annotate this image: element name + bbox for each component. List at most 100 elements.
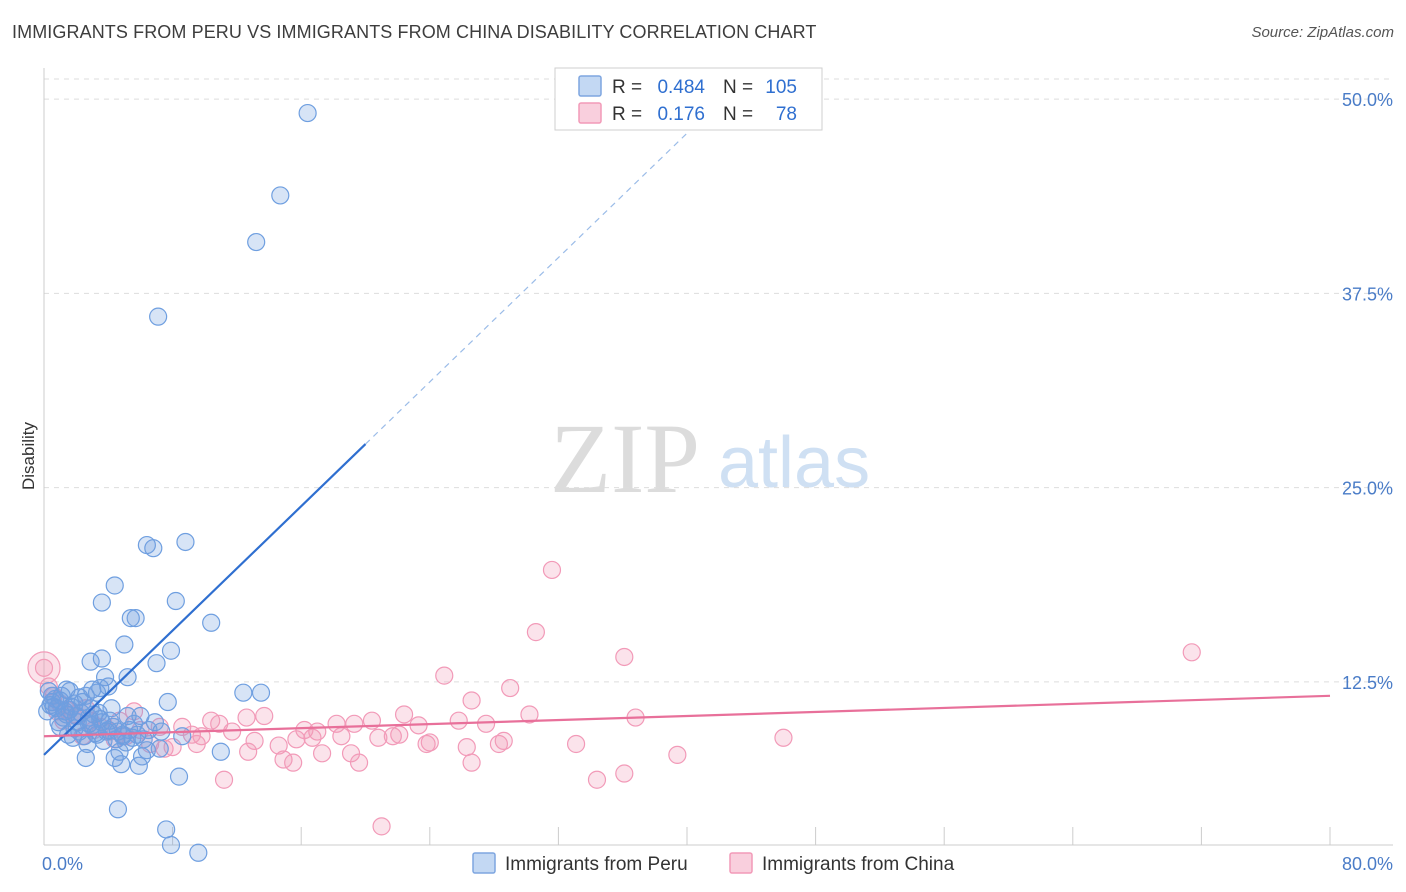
peru-point xyxy=(298,103,317,123)
x-tick-label-max: 80.0% xyxy=(1342,854,1393,874)
peru-point xyxy=(150,739,169,758)
peru-point xyxy=(87,683,107,702)
china-point xyxy=(542,560,562,580)
china-point xyxy=(526,623,545,642)
china-point xyxy=(390,725,409,744)
legend-peru-n-value: 105 xyxy=(765,77,797,98)
source-label: Source: ZipAtlas.com xyxy=(1251,24,1394,41)
china-point xyxy=(345,714,364,733)
china-point xyxy=(239,742,258,761)
china-point xyxy=(383,727,402,746)
china-point xyxy=(372,817,391,836)
watermark-atlas: atlas xyxy=(718,423,870,503)
bottom-legend-swatch-china xyxy=(729,852,753,874)
y-tick-label: 12.5% xyxy=(1342,673,1393,693)
peru-point xyxy=(60,682,79,701)
legend-swatch-china xyxy=(578,102,602,124)
china-point xyxy=(774,728,793,747)
china-point xyxy=(394,705,414,724)
peru-point xyxy=(115,635,134,654)
peru-point xyxy=(271,186,290,205)
series-legend: Immigrants from Peru Immigrants from Chi… xyxy=(472,852,955,875)
china-point xyxy=(494,731,513,750)
legend-peru-r-label: R = xyxy=(612,77,642,98)
peru-point xyxy=(121,609,140,628)
legend-peru-n-label: N = xyxy=(723,77,753,98)
peru-point xyxy=(118,668,137,687)
peru-point xyxy=(247,232,266,252)
peru-point xyxy=(149,307,168,326)
legend-china-n-value: 78 xyxy=(776,104,797,125)
peru-point xyxy=(112,755,131,774)
peru-point xyxy=(211,742,230,761)
china-point xyxy=(34,658,54,677)
peru-points xyxy=(38,103,317,862)
china-point xyxy=(237,708,256,727)
china-point xyxy=(449,711,468,730)
y-tick-label: 50.0% xyxy=(1342,90,1393,110)
y-tick-label: 37.5% xyxy=(1342,284,1393,304)
legend-peru-r-value: 0.484 xyxy=(657,77,705,98)
china-point xyxy=(435,666,454,685)
watermark: ZIP atlas xyxy=(550,403,870,514)
peru-point xyxy=(161,835,181,855)
china-point xyxy=(615,647,634,667)
peru-point xyxy=(129,756,148,775)
watermark-zip: ZIP xyxy=(550,403,700,514)
china-point xyxy=(1182,643,1201,662)
peru-point xyxy=(189,843,208,862)
peru-point xyxy=(92,649,111,668)
y-tick-label: 25.0% xyxy=(1342,479,1393,499)
china-points xyxy=(27,560,1201,836)
peru-point xyxy=(166,591,185,611)
bottom-legend-swatch-peru xyxy=(472,852,496,874)
peru-point xyxy=(161,641,181,660)
china-point xyxy=(214,770,234,789)
china-point xyxy=(457,737,476,757)
china-point xyxy=(155,739,174,758)
chart-title: IMMIGRANTS FROM PERU VS IMMIGRANTS FROM … xyxy=(12,22,817,42)
china-point xyxy=(187,734,206,754)
china-point xyxy=(303,728,322,747)
peru-point xyxy=(202,613,221,632)
peru-point xyxy=(108,800,128,819)
china-point xyxy=(587,770,607,789)
china-point xyxy=(255,706,274,726)
peru-point xyxy=(158,692,177,712)
china-point xyxy=(566,734,586,754)
y-axis-title: Disability xyxy=(19,421,38,490)
china-point xyxy=(349,753,369,772)
peru-point xyxy=(76,748,95,768)
peru-point xyxy=(99,677,118,696)
peru-point xyxy=(126,609,145,628)
peru-point xyxy=(147,654,166,673)
peru-point xyxy=(157,820,176,839)
peru-point xyxy=(144,539,163,558)
bottom-legend-label-china: Immigrants from China xyxy=(762,854,955,875)
peru-point xyxy=(234,683,253,702)
china-point xyxy=(274,750,293,769)
china-point xyxy=(462,691,481,710)
peru-trend-extension xyxy=(365,132,688,445)
peru-trend-line xyxy=(43,443,367,756)
china-point xyxy=(312,744,332,763)
trend-lines xyxy=(43,132,1331,756)
china-point xyxy=(245,731,264,750)
china-trend-line xyxy=(43,694,1331,738)
china-point xyxy=(332,727,351,746)
china-point xyxy=(520,705,539,724)
peru-point xyxy=(42,686,62,705)
china-point xyxy=(269,736,288,755)
china-point xyxy=(369,728,388,747)
peru-point xyxy=(105,576,124,595)
y-tick-labels: 12.5% 25.0% 37.5% 50.0% xyxy=(1342,90,1393,693)
peru-point xyxy=(123,728,142,747)
peru-point xyxy=(92,593,111,612)
peru-point xyxy=(139,720,158,740)
legend-china-r-value: 0.176 xyxy=(657,104,705,125)
peru-point xyxy=(46,689,65,709)
china-point xyxy=(501,678,520,698)
bottom-legend-label-peru: Immigrants from Peru xyxy=(505,854,688,875)
peru-point xyxy=(102,699,121,718)
